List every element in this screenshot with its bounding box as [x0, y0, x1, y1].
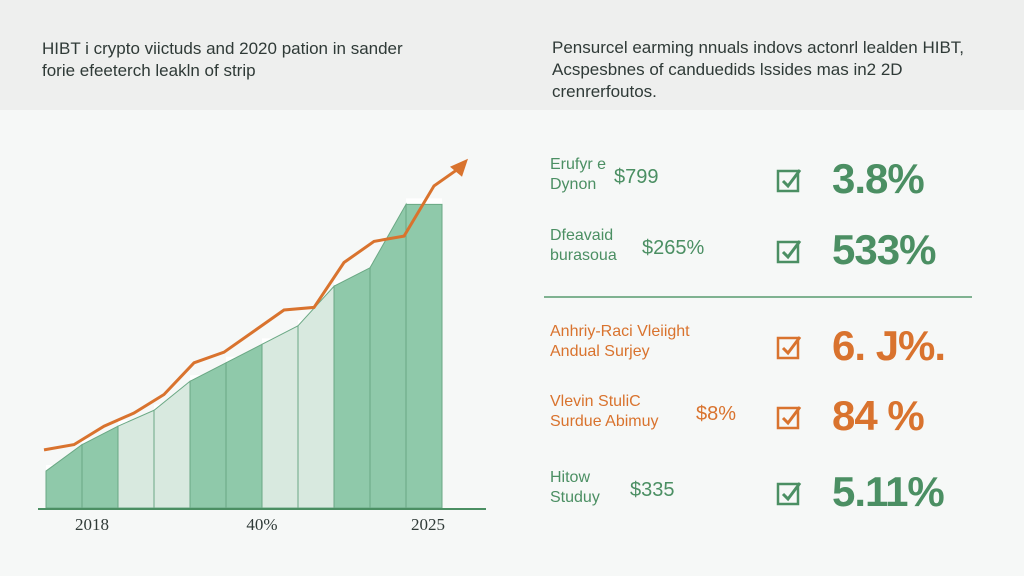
checkbox-checked-icon [776, 406, 802, 430]
chart-bar [369, 202, 407, 509]
x-tick-label: 2025 [411, 515, 445, 534]
chart-bar [225, 343, 263, 509]
chart-bar [117, 409, 155, 509]
chart-bar [189, 361, 227, 509]
trend-arrow-icon [450, 158, 468, 177]
stat-percentage: 5.11% [832, 468, 945, 515]
stat-label: Erufyr e Dynon [550, 156, 607, 193]
stat-row: Erufyr e Dynon $799 3.8% [550, 155, 990, 215]
chart-bar [261, 325, 299, 509]
stat-label: Hitow Studuy [550, 469, 600, 506]
chart-bar [333, 266, 371, 509]
header-band [0, 0, 1024, 110]
stat-percentage: 84 % [832, 392, 925, 439]
chart-bar [405, 203, 443, 509]
chart-bar [81, 425, 119, 509]
stat-amount: $265% [642, 237, 705, 259]
stat-label: Vlevin StuliC Surdue Abimuy [550, 393, 659, 430]
stat-row: Dfeavaid burasoua $265% 533% [550, 226, 990, 286]
section-divider [544, 296, 972, 298]
trend-line [43, 163, 465, 452]
chart-bar [45, 443, 83, 509]
chart-bar [153, 380, 191, 509]
stat-label: Dfeavaid burasoua [550, 227, 617, 264]
stat-amount: $335 [630, 479, 675, 501]
stat-row: Hitow Studuy $335 5.11% [550, 468, 990, 528]
checkbox-checked-icon [776, 482, 802, 506]
stat-percentage: 3.8% [832, 155, 925, 202]
right-caption: Pensurcel earming nnuals indovs actonrl … [552, 38, 965, 101]
x-tick-label: 2018 [75, 515, 109, 534]
chart-bar [297, 284, 335, 509]
x-tick-label: 40% [246, 515, 277, 534]
checkbox-checked-icon [776, 169, 802, 193]
stat-amount: $8% [696, 403, 737, 425]
stat-percentage: 533% [832, 226, 936, 273]
growth-bar-chart: 2018 40% 2025 [38, 158, 486, 534]
stat-row: Anhriy-Raci Vleiight Andual Surjey 6. J%… [550, 322, 990, 382]
checkbox-checked-icon [776, 336, 802, 360]
checkbox-checked-icon [776, 240, 802, 264]
stat-row: Vlevin StuliC Surdue Abimuy $8% 84 % [550, 392, 990, 452]
stat-amount: $799 [614, 166, 659, 188]
left-caption: HIBT i crypto viictuds and 2020 pation i… [42, 39, 403, 80]
stat-percentage: 6. J%. [832, 322, 946, 369]
stat-label: Anhriy-Raci Vleiight Andual Surjey [550, 323, 690, 360]
